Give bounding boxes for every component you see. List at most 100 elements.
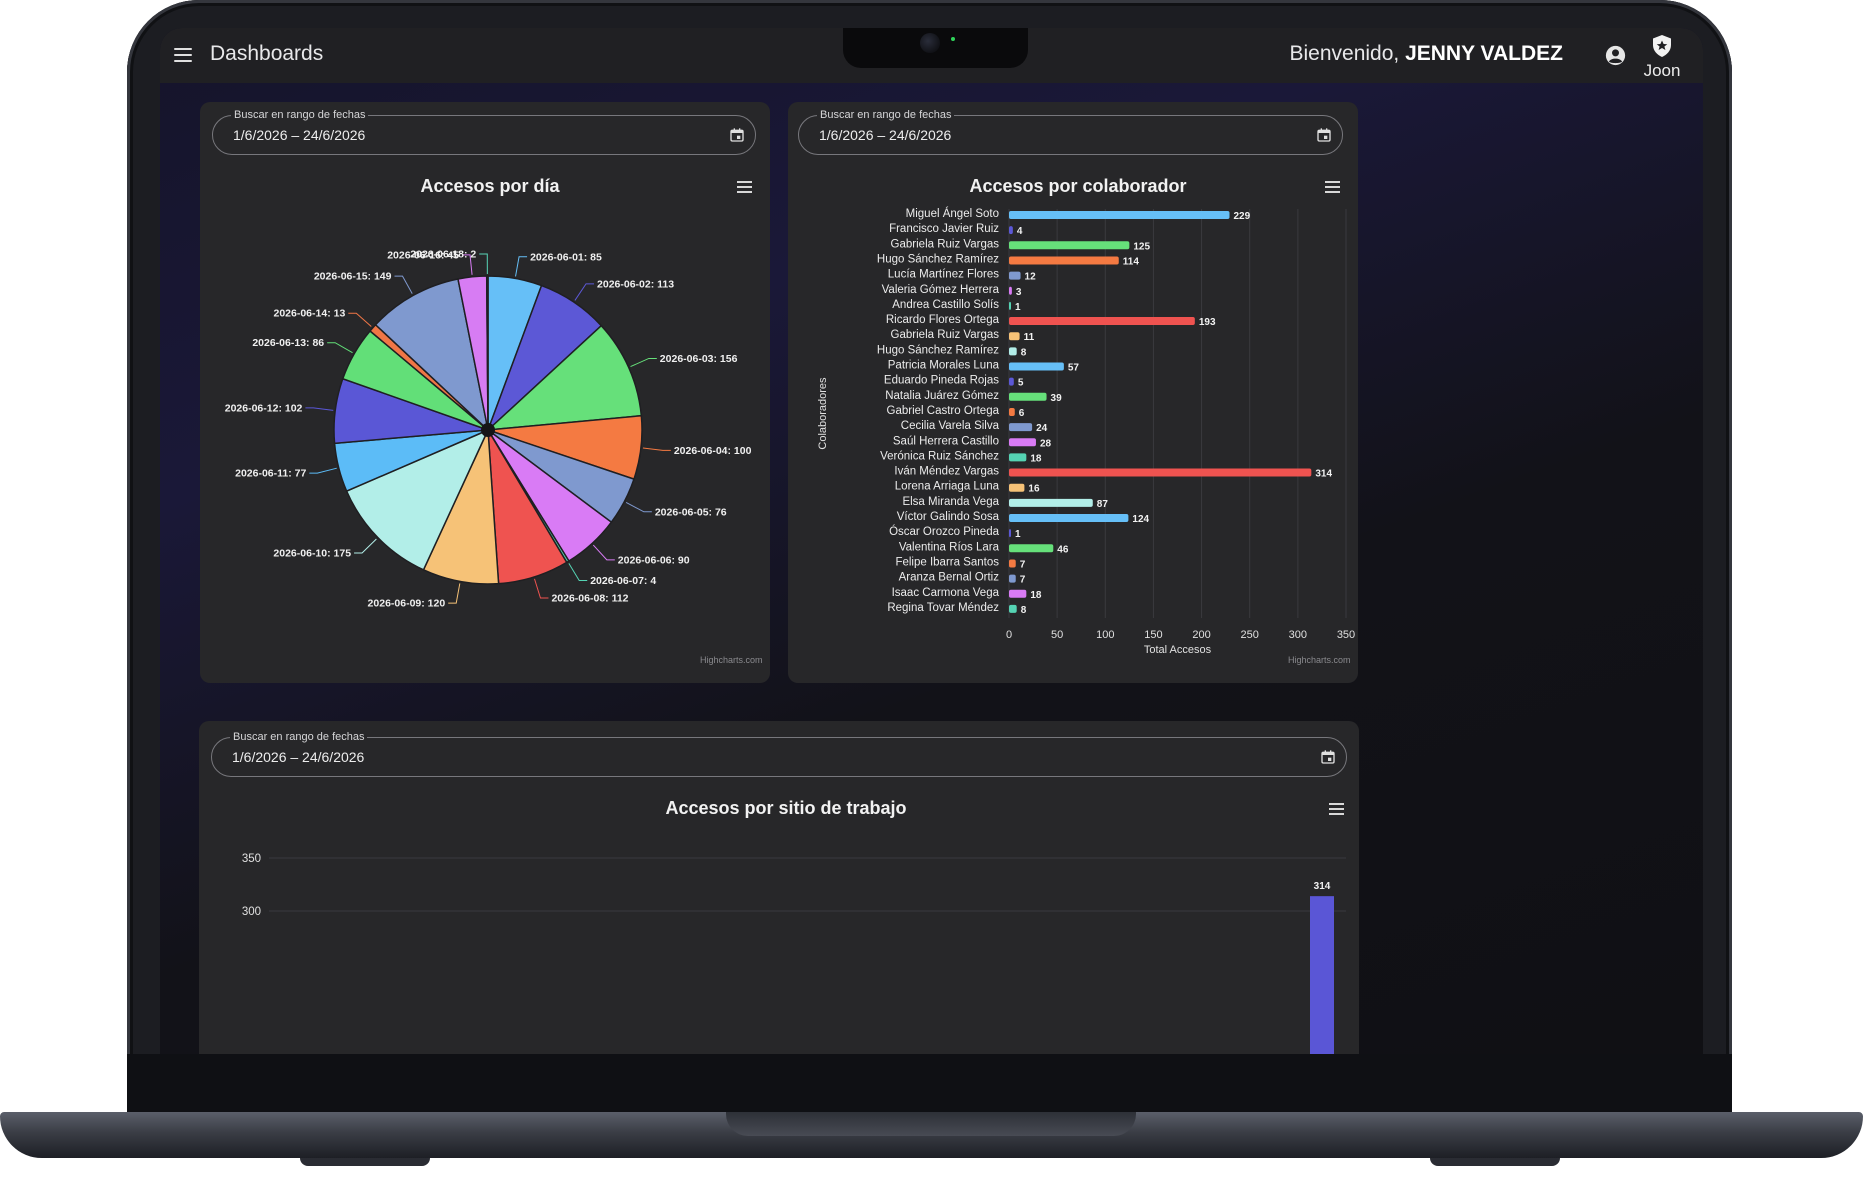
date-range-label: Buscar en rango de fechas — [230, 730, 368, 744]
bar-data-label: 6 — [1019, 408, 1025, 419]
bar-x-axis-title: Total Accesos — [1144, 644, 1212, 656]
date-range-value[interactable]: 1/6/2026 – 24/6/2026 — [819, 127, 952, 143]
calendar-icon[interactable] — [1320, 749, 1336, 765]
bar-data-label: 114 — [1123, 256, 1140, 267]
bar-data-label: 46 — [1057, 544, 1069, 555]
bar-y-axis-title: Colaboradores — [817, 377, 829, 450]
laptop-foot-right — [1430, 1158, 1560, 1166]
pie-connector — [574, 283, 595, 301]
bar-data-label: 18 — [1030, 590, 1042, 601]
pie-data-label: 2026-06-09: 120 — [368, 598, 446, 610]
pie-slice — [345, 428, 490, 571]
bar-data-label: 8 — [1021, 605, 1027, 616]
pie-center — [481, 423, 495, 437]
pie-data-label: 2026-06-01: 85 — [530, 251, 602, 263]
worksite-chart-card: Buscar en rango de fechas 1/6/2026 – 24/… — [199, 721, 1359, 1054]
pie-connector — [568, 563, 588, 582]
bar-data-label: 7 — [1020, 559, 1026, 570]
calendar-icon[interactable] — [1316, 127, 1332, 143]
date-range-field[interactable]: Buscar en rango de fechas 1/6/2026 – 24/… — [798, 108, 1343, 155]
bar — [1009, 468, 1312, 477]
bar-category-label: Verónica Ruiz Sánchez — [880, 450, 999, 462]
bar — [1009, 317, 1195, 326]
bar-chart-credits: Highcharts.com — [1288, 655, 1351, 665]
bar — [1009, 498, 1093, 507]
bar-data-label: 11 — [1024, 332, 1035, 343]
pie-connector — [305, 407, 334, 411]
bar — [1009, 362, 1064, 371]
bar-category-label: Ricardo Flores Ortega — [886, 314, 1000, 326]
menu-icon[interactable] — [174, 48, 192, 62]
bar-data-label: 3 — [1016, 287, 1022, 298]
bar-x-tick-label: 250 — [1241, 629, 1259, 641]
pie-data-label: 2026-06-11: 77 — [235, 468, 306, 480]
pie-chart-menu-icon[interactable] — [737, 181, 752, 193]
pie-data-label: 2026-06-04: 100 — [674, 445, 752, 457]
bar-data-label: 4 — [1017, 226, 1023, 237]
bar-data-label: 57 — [1068, 363, 1080, 374]
page-title: Dashboards — [210, 42, 324, 65]
bar-category-label: Patricia Morales Luna — [888, 360, 1000, 372]
bar-x-tick-label: 0 — [1006, 629, 1012, 641]
bar-category-label: Gabriela Ruiz Vargas — [891, 329, 1000, 341]
camera — [920, 33, 940, 53]
bar — [1009, 407, 1015, 416]
bar — [1009, 226, 1013, 235]
brand-name: Joon — [1643, 61, 1681, 80]
bar-data-label: 1 — [1015, 529, 1021, 540]
pie-data-label: 2026-06-14: 13 — [273, 308, 345, 320]
bar-data-label: 5 — [1018, 378, 1024, 389]
bar-category-label: Gabriela Ruiz Vargas — [891, 238, 1000, 250]
bar-chart-menu-icon[interactable] — [1325, 181, 1340, 193]
bar — [1009, 347, 1017, 356]
bar — [1009, 377, 1014, 386]
bar-data-label: 8 — [1021, 347, 1027, 358]
pie-data-label: 2026-06-03: 156 — [660, 353, 738, 365]
pie-data-label: 2026-06-13: 86 — [252, 337, 324, 349]
bar — [1009, 574, 1016, 583]
pie-connector — [592, 544, 615, 561]
date-range-label: Buscar en rango de fechas — [817, 108, 955, 122]
bar — [1009, 332, 1020, 341]
date-range-value[interactable]: 1/6/2026 – 24/6/2026 — [232, 749, 365, 765]
bar-category-label: Natalia Juárez Gómez — [885, 390, 999, 402]
date-range-field[interactable]: Buscar en rango de fechas 1/6/2026 – 24/… — [211, 730, 1347, 777]
bar-category-label: Valeria Gómez Herrera — [882, 284, 1000, 296]
calendar-icon[interactable] — [729, 127, 745, 143]
pie-slice — [374, 278, 490, 433]
bar-category-label: Hugo Sánchez Ramírez — [877, 253, 999, 265]
date-range-field[interactable]: Buscar en rango de fechas 1/6/2026 – 24/… — [212, 108, 756, 155]
pie-data-label: 2026-06-15: 149 — [314, 271, 392, 283]
bar-category-label: Lucía Martínez Flores — [888, 269, 999, 281]
bar-category-label: Iván Méndez Vargas — [894, 466, 999, 478]
bar — [1009, 271, 1021, 280]
account-circle-icon[interactable] — [1605, 45, 1626, 66]
pie-data-label: 2026-06-06: 90 — [618, 554, 690, 566]
bar-category-label: Aranza Bernal Ortiz — [899, 572, 1000, 584]
pie-data-label: 2026-06-10: 175 — [273, 547, 351, 559]
pie-connector — [534, 578, 549, 599]
bar — [1009, 514, 1129, 522]
site-y-tick-label: 300 — [242, 906, 261, 918]
worksite-chart-menu-icon[interactable] — [1329, 803, 1344, 815]
pie-connector — [348, 312, 372, 327]
bar — [1009, 544, 1054, 553]
bar-x-tick-label: 100 — [1096, 629, 1114, 641]
bar — [1009, 453, 1027, 462]
laptop-foot-left — [300, 1158, 430, 1166]
pie-connector — [394, 275, 413, 294]
bar-data-label: 7 — [1020, 575, 1026, 586]
bar-data-label: 16 — [1028, 484, 1040, 495]
date-range-value[interactable]: 1/6/2026 – 24/6/2026 — [233, 127, 366, 143]
bar-data-label: 229 — [1233, 211, 1250, 222]
bar-data-label: 314 — [1315, 469, 1332, 480]
pie-connector — [462, 254, 473, 275]
pie-data-label: 2026-06-05: 76 — [655, 506, 727, 518]
bar-category-label: Regina Tovar Méndez — [887, 602, 999, 614]
welcome-prefix: Bienvenido, — [1289, 42, 1400, 65]
bar-category-label: Elsa Miranda Vega — [902, 496, 999, 508]
bar — [1009, 211, 1230, 219]
user-name: JENNY VALDEZ — [1405, 42, 1563, 65]
laptop-base-notch — [726, 1112, 1136, 1136]
pie-data-label: 2026-06-18: 2 — [410, 249, 476, 261]
